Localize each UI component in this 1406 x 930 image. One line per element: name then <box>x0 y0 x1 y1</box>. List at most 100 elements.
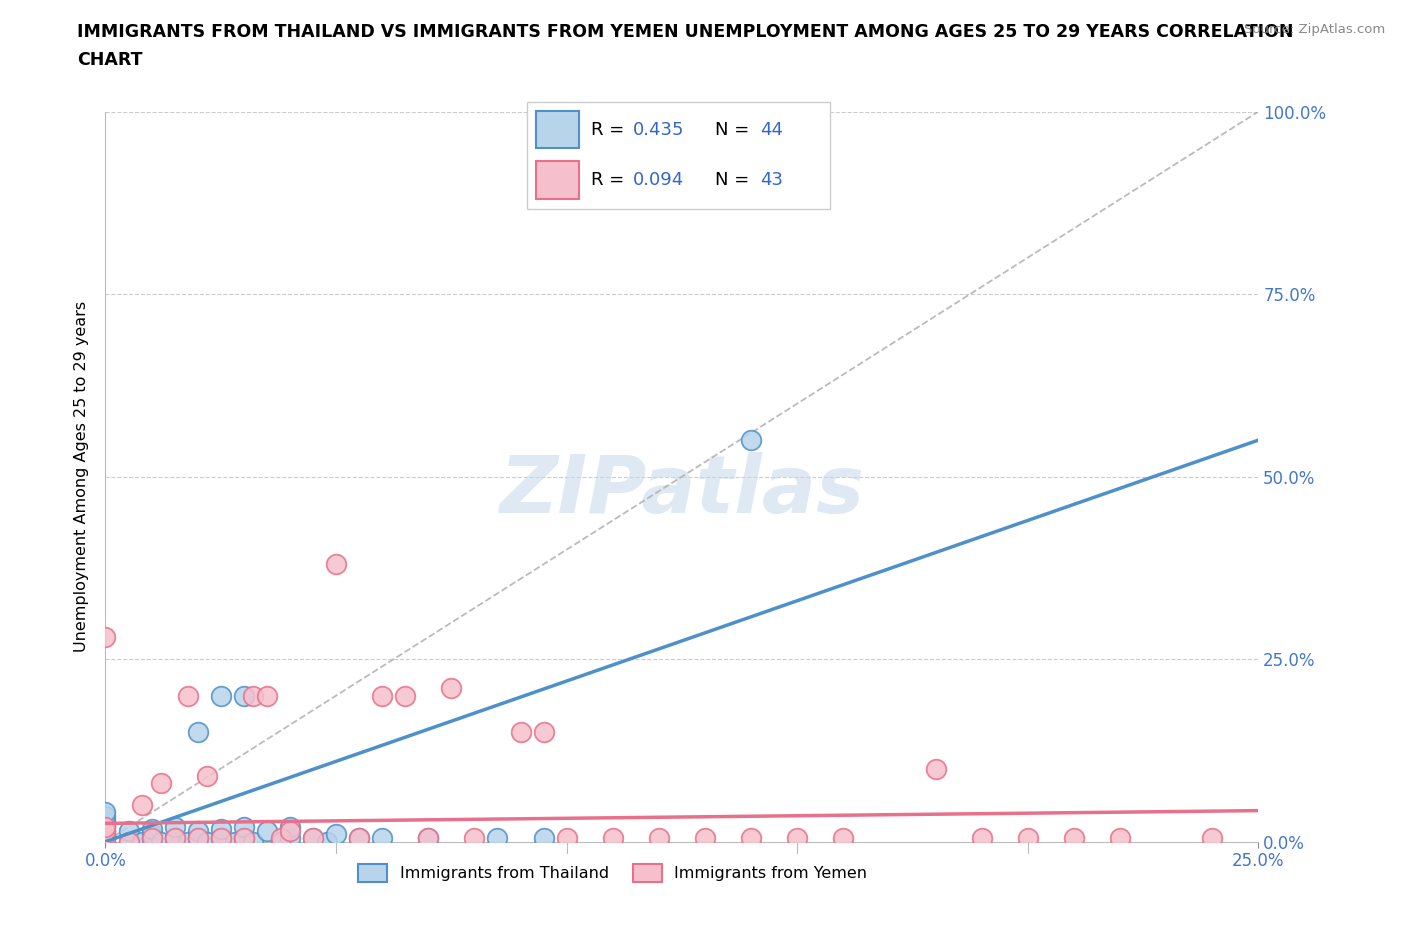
Point <box>242 688 264 703</box>
Point <box>209 830 232 845</box>
Text: N =: N = <box>714 171 755 189</box>
Point <box>195 768 218 783</box>
Point <box>94 823 117 838</box>
Point <box>209 830 232 845</box>
Point <box>740 432 762 447</box>
Point <box>232 819 254 834</box>
Point <box>371 830 394 845</box>
Point <box>418 830 440 845</box>
Point <box>256 688 278 703</box>
Point <box>94 805 117 820</box>
Point <box>224 834 246 849</box>
Point <box>325 827 347 842</box>
Point <box>740 830 762 845</box>
Point <box>232 830 254 845</box>
Text: Source: ZipAtlas.com: Source: ZipAtlas.com <box>1244 23 1385 36</box>
Point <box>117 834 139 849</box>
Point <box>94 830 117 845</box>
Point <box>94 812 117 827</box>
Point <box>555 830 578 845</box>
Point <box>418 830 440 845</box>
Point <box>347 830 370 845</box>
Text: IMMIGRANTS FROM THAILAND VS IMMIGRANTS FROM YEMEN UNEMPLOYMENT AMONG AGES 25 TO : IMMIGRANTS FROM THAILAND VS IMMIGRANTS F… <box>77 23 1294 41</box>
Point <box>486 830 509 845</box>
Text: 44: 44 <box>761 121 783 139</box>
Point <box>270 830 292 845</box>
Point <box>117 834 139 849</box>
Point <box>94 816 117 830</box>
Point <box>1063 830 1085 845</box>
Point <box>278 823 301 838</box>
Point <box>533 724 555 739</box>
Point <box>970 830 993 845</box>
Point <box>131 834 153 849</box>
Point <box>94 630 117 644</box>
Point <box>94 819 117 834</box>
Text: R =: R = <box>591 121 630 139</box>
Point <box>302 830 325 845</box>
Point <box>232 688 254 703</box>
Point <box>163 830 186 845</box>
Point <box>347 830 370 845</box>
Point <box>94 827 117 842</box>
Point <box>141 830 163 845</box>
Text: 43: 43 <box>761 171 783 189</box>
Point <box>187 830 209 845</box>
Point <box>209 688 232 703</box>
Point <box>533 830 555 845</box>
Text: N =: N = <box>714 121 755 139</box>
Point <box>149 834 172 849</box>
Text: ZIPatlas: ZIPatlas <box>499 452 865 530</box>
Point <box>325 557 347 572</box>
Point <box>256 823 278 838</box>
Point <box>602 830 624 845</box>
Point <box>187 724 209 739</box>
Point <box>187 823 209 838</box>
Point <box>94 809 117 824</box>
Point <box>117 823 139 838</box>
FancyBboxPatch shape <box>527 102 830 209</box>
Point <box>141 830 163 845</box>
Point <box>786 830 808 845</box>
Bar <box>536 111 579 148</box>
Point <box>440 681 463 696</box>
Point <box>315 834 337 849</box>
Point <box>924 761 946 776</box>
Text: 0.435: 0.435 <box>633 121 685 139</box>
Bar <box>536 161 579 199</box>
Point <box>177 688 200 703</box>
Point <box>187 830 209 845</box>
Point <box>141 827 163 842</box>
Point <box>94 834 117 849</box>
Point <box>163 819 186 834</box>
Point <box>509 724 531 739</box>
Point <box>94 823 117 838</box>
Point <box>394 688 416 703</box>
Point <box>131 798 153 813</box>
Point <box>149 776 172 790</box>
Point <box>302 830 325 845</box>
Point <box>94 830 117 845</box>
Point <box>832 830 855 845</box>
Point <box>195 834 218 849</box>
Point <box>278 819 301 834</box>
Point <box>278 830 301 845</box>
Text: R =: R = <box>591 171 630 189</box>
Text: CHART: CHART <box>77 51 143 69</box>
Point <box>1017 830 1039 845</box>
Point <box>209 821 232 836</box>
Text: 0.094: 0.094 <box>633 171 685 189</box>
Point <box>242 834 264 849</box>
Point <box>232 830 254 845</box>
Point <box>163 830 186 845</box>
Point <box>1201 830 1223 845</box>
Point <box>94 827 117 842</box>
Y-axis label: Unemployment Among Ages 25 to 29 years: Unemployment Among Ages 25 to 29 years <box>75 301 90 652</box>
Legend: Immigrants from Thailand, Immigrants from Yemen: Immigrants from Thailand, Immigrants fro… <box>352 857 873 888</box>
Point <box>371 688 394 703</box>
Point <box>1109 830 1132 845</box>
Point <box>94 834 117 849</box>
Point <box>270 834 292 849</box>
Point <box>141 821 163 836</box>
Point <box>177 834 200 849</box>
